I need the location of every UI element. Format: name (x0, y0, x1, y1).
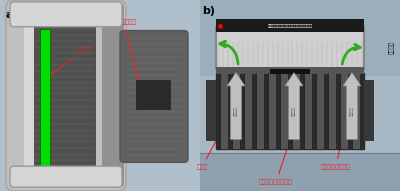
Bar (136, 80, 170, 109)
FancyBboxPatch shape (6, 0, 126, 191)
FancyBboxPatch shape (120, 31, 188, 162)
Bar (200, 153, 400, 191)
Bar (216, 67, 364, 74)
Text: 核心强化净化网: 核心强化净化网 (111, 19, 140, 82)
Text: 污浊空气: 污浊空气 (234, 106, 238, 116)
Bar (352, 73, 360, 149)
Bar (40, 29, 50, 166)
FancyArrow shape (343, 73, 361, 139)
Bar (364, 80, 374, 141)
Bar (220, 73, 228, 149)
Bar (256, 73, 264, 149)
Bar (206, 80, 216, 141)
Text: 顶部灯管: 顶部灯管 (51, 48, 92, 74)
Text: 洁净空气: 洁净空气 (389, 41, 395, 54)
Text: 主体净化器（附带甲醛监测和调控功能）: 主体净化器（附带甲醛监测和调控功能） (268, 24, 312, 28)
Text: 甲醛浓度等级显示器: 甲醛浓度等级显示器 (259, 132, 293, 185)
Bar (216, 27, 364, 69)
Text: 污浊空气: 污浊空气 (292, 106, 296, 116)
Bar (316, 73, 324, 149)
Bar (280, 73, 288, 149)
Bar (24, 21, 34, 174)
Bar (328, 73, 336, 149)
Text: 暖气片: 暖气片 (196, 122, 226, 170)
Bar (340, 73, 348, 149)
Bar (216, 73, 364, 149)
Text: 净化档次调节旋钮: 净化档次调节旋钮 (321, 122, 351, 170)
Bar (244, 73, 252, 149)
Bar (304, 73, 312, 149)
Bar (292, 73, 300, 149)
FancyArrow shape (285, 73, 303, 139)
Bar (200, 0, 400, 76)
FancyBboxPatch shape (102, 4, 124, 187)
Bar (32, 21, 96, 174)
Text: b): b) (202, 6, 215, 16)
Text: a): a) (6, 10, 19, 19)
Bar (232, 73, 240, 149)
FancyArrow shape (227, 73, 245, 139)
Text: 污浊空气: 污浊空气 (350, 106, 354, 116)
FancyBboxPatch shape (10, 166, 122, 187)
Bar (268, 73, 276, 149)
Bar (216, 19, 364, 32)
Bar (270, 69, 310, 74)
FancyBboxPatch shape (10, 2, 122, 27)
